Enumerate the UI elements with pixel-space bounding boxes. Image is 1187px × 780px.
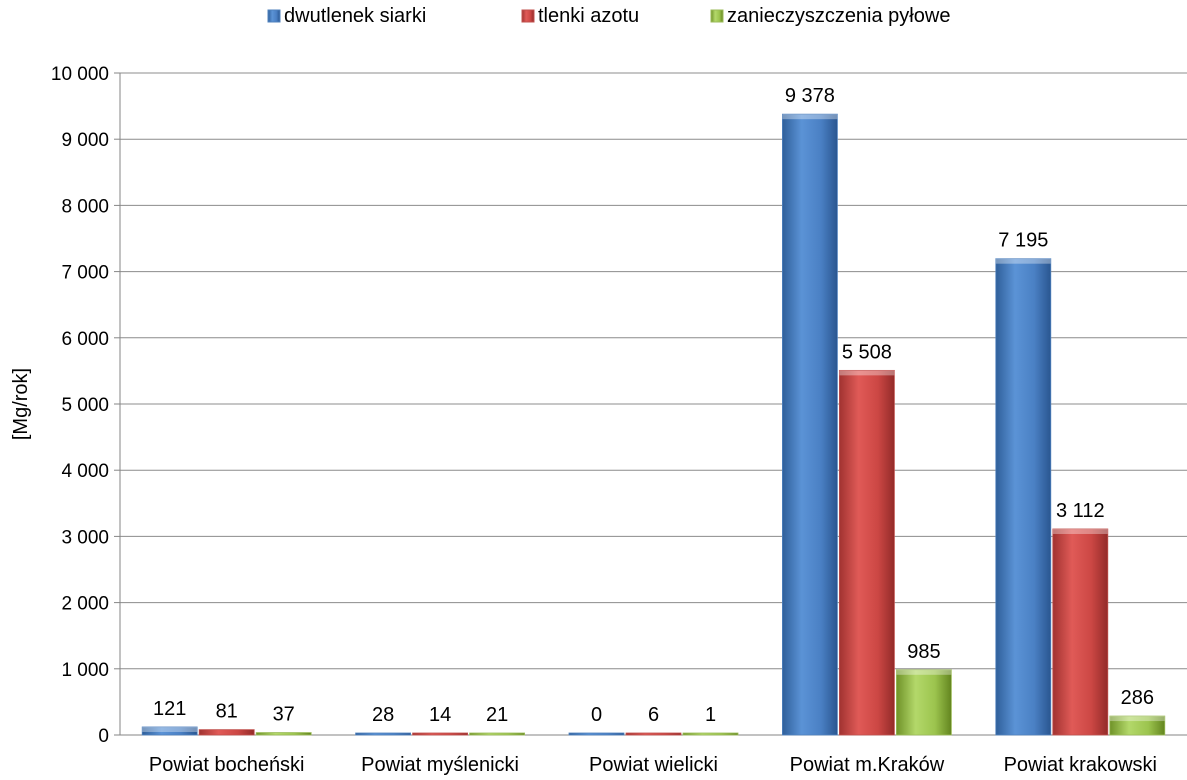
bar-bevel [142,726,198,732]
x-axis-categories: Powiat bocheński Powiat myślenicki Powiat … [149,754,1157,776]
y-tick-label: 10 000 [51,64,109,85]
bar-bevel [1109,716,1165,722]
data-label: 0 [591,704,602,726]
x-category-label: Powiat m.Kraków [790,754,945,776]
legend-label: dwutlenek siarki [284,5,426,27]
bar [839,369,895,736]
data-label: 121 [153,698,186,720]
x-category-label: Powiat myślenicki [361,754,519,776]
bar [1109,715,1166,736]
data-label: 1 [705,704,716,726]
data-label: 81 [216,701,238,723]
bar [782,113,838,736]
bar-bevel [782,114,838,120]
bar [568,732,625,736]
legend-swatch [521,9,535,23]
bar-bevel [839,370,895,376]
legend-label: zanieczyszczenia pyłowe [727,5,950,27]
y-axis-ticks: 0 1 000 2 000 3 000 4 000 5 000 6 000 7 000 8 00… [51,64,109,747]
data-label: 5 508 [842,341,892,363]
bar [682,732,739,736]
y-tick-label: 9 000 [61,130,109,151]
bar-bevel [1052,528,1108,534]
data-label: 37 [273,704,295,726]
y-tick-label: 2 000 [61,594,109,615]
y-tick-label: 3 000 [61,527,109,548]
bar [198,729,255,736]
y-tick-label: 0 [98,726,109,747]
data-label: 7 195 [998,230,1048,252]
data-label: 28 [372,704,394,726]
x-category-label: Powiat bocheński [149,754,305,776]
data-label: 286 [1121,687,1154,709]
y-tick-label: 8 000 [61,196,109,217]
data-label: 985 [907,641,940,663]
legend: dwutlenek siarki tlenki azotu zanieczyszcz… [267,5,950,27]
bar [995,258,1052,736]
legend-label: tlenki azotu [538,5,639,27]
y-tick-label: 4 000 [61,461,109,482]
bar-bevel [995,258,1051,264]
bar [469,732,526,736]
legend-swatch [267,9,281,23]
legend-swatch [710,9,724,23]
bar [896,669,952,736]
y-tick-label: 6 000 [61,329,109,350]
bar-bevel [896,669,952,675]
data-label: 14 [429,704,451,726]
y-axis-title: [Mg/rok] [10,368,32,440]
bar [1052,528,1109,736]
data-label: 21 [486,704,508,726]
y-tick-label: 1 000 [61,660,109,681]
data-labels: 121 81 37 28 14 21 0 6 1 9 378 5 508 985 7 195 3 112 2… [153,85,1154,726]
y-tick-label: 7 000 [61,263,109,284]
y-tick-label: 5 000 [61,395,109,416]
data-label: 3 112 [1056,500,1105,522]
x-category-label: Powiat krakowski [1004,754,1157,776]
bar [141,726,198,736]
data-label: 9 378 [785,85,835,107]
bar [412,732,469,736]
bars [141,113,1166,736]
data-label: 6 [648,704,659,726]
bar [625,732,682,736]
x-category-label: Powiat wielicki [589,754,718,776]
bar [255,732,312,736]
bar [355,732,412,736]
